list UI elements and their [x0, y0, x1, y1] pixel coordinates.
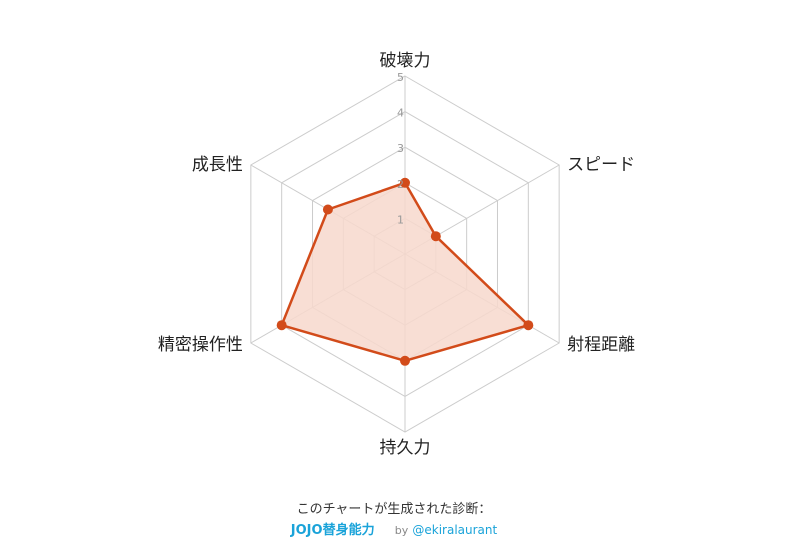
- axis-label-1: 破壊力: [380, 51, 431, 71]
- axis-label-4: 持久力: [380, 438, 431, 458]
- data-point-5: [276, 320, 287, 331]
- data-point-4: [400, 355, 410, 366]
- data-point-2: [430, 231, 441, 242]
- by-label: by: [394, 524, 409, 537]
- axis-label-2: スピード: [567, 155, 635, 175]
- tick-label-4: 4: [397, 107, 404, 120]
- tick-label-3: 3: [397, 142, 404, 155]
- author-link[interactable]: @ekiralaurant: [412, 523, 498, 537]
- tick-label-5: 5: [397, 71, 404, 84]
- footer-caption: このチャートが生成された診断：: [296, 502, 492, 517]
- tick-label-2: 2: [397, 178, 404, 191]
- footer-line: JOJO替身能力 by @ekiralaurant: [0, 519, 788, 538]
- tick-label-1: 1: [397, 213, 404, 226]
- axis-label-6: 成長性: [192, 155, 243, 175]
- data-point-1: [400, 177, 410, 188]
- axis-label-5: 精密操作性: [158, 335, 243, 355]
- axis-label-3: 射程距離: [567, 335, 635, 355]
- data-area: [280, 181, 530, 363]
- data-point-6: [322, 204, 333, 215]
- diagnosis-link[interactable]: JOJO替身能力: [290, 523, 375, 538]
- data-point-3: [523, 320, 534, 331]
